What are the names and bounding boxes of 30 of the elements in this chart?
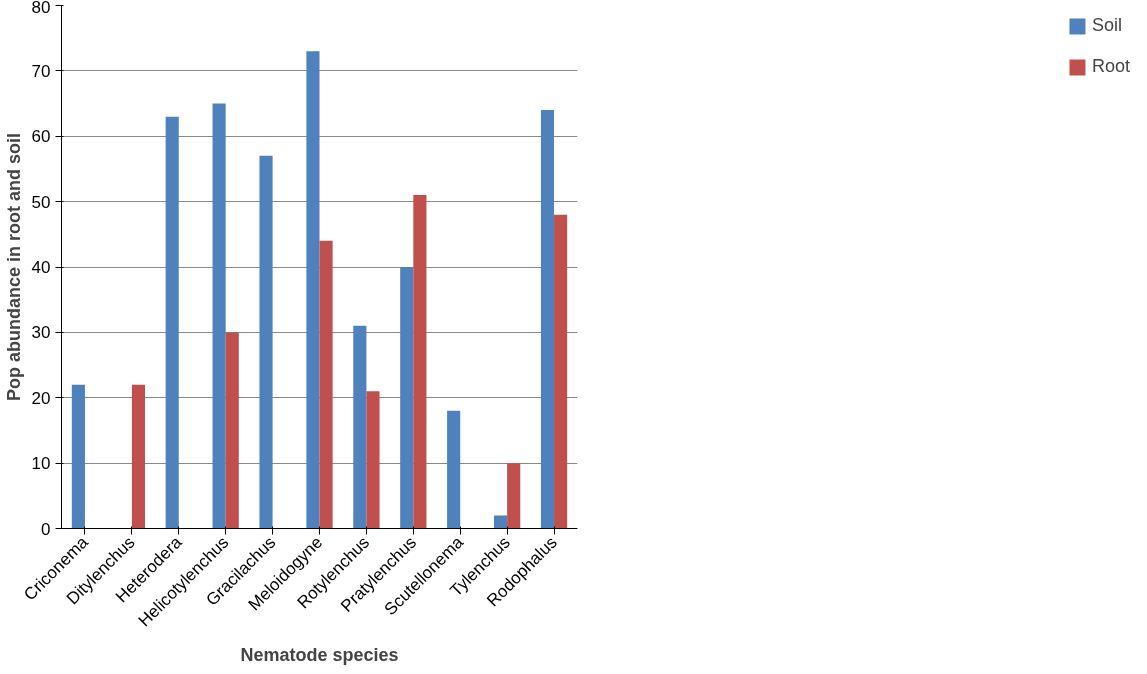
y-tick-label: 20 xyxy=(31,388,51,408)
legend-label: Soil xyxy=(1091,15,1122,36)
bar xyxy=(319,240,333,529)
bar xyxy=(400,267,414,529)
y-tick-label: 50 xyxy=(31,192,51,212)
bar xyxy=(507,463,521,529)
bar xyxy=(165,116,179,529)
bar xyxy=(71,384,85,529)
y-tick-label: 70 xyxy=(31,61,51,81)
bar xyxy=(540,110,555,529)
y-tick-label: 30 xyxy=(31,323,51,343)
bar xyxy=(413,195,427,529)
x-axis-title: Nematode species xyxy=(240,645,399,666)
bar xyxy=(447,410,461,529)
y-tick-label: 80 xyxy=(31,0,51,17)
bar xyxy=(212,103,226,529)
y-tick-label: 60 xyxy=(31,127,51,147)
legend-label: Root xyxy=(1091,56,1130,77)
y-axis-title: Pop abundance in root and soil xyxy=(3,132,24,402)
bar xyxy=(259,155,273,529)
bar xyxy=(353,325,367,529)
bar xyxy=(366,391,380,529)
bar xyxy=(131,384,145,529)
y-tick-label: 40 xyxy=(31,258,51,277)
bar xyxy=(225,332,239,529)
y-tick-label: 10 xyxy=(31,454,51,474)
bar xyxy=(306,51,320,529)
bar xyxy=(554,214,568,529)
y-tick-label: 0 xyxy=(41,519,51,539)
bar xyxy=(494,515,508,529)
